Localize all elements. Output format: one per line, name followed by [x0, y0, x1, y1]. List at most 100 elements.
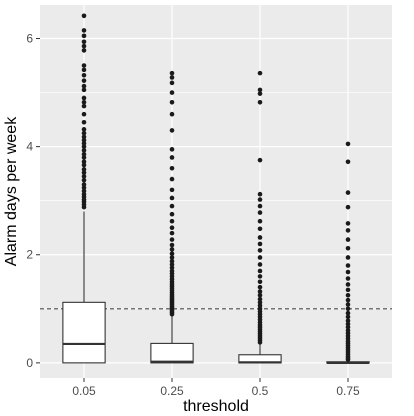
outlier-point [257, 241, 263, 247]
outlier-point [81, 170, 87, 175]
outlier-point [257, 289, 263, 294]
outlier-point [169, 75, 175, 80]
outlier-point [81, 72, 87, 78]
outlier-point [169, 90, 175, 95]
outlier-point [345, 276, 351, 281]
outlier-point [169, 218, 175, 224]
y-axis-title: Alarm days per week [3, 116, 20, 266]
outlier-point [81, 87, 87, 93]
outlier-point [257, 255, 263, 260]
outlier-point [345, 245, 351, 251]
outlier-point [81, 174, 87, 179]
boxplots [62, 13, 370, 364]
outlier-point [345, 310, 351, 316]
outlier-point [345, 204, 351, 210]
outlier-point [257, 91, 263, 96]
outlier-point [81, 185, 87, 191]
outlier-point [169, 247, 175, 252]
outlier-point [169, 265, 175, 271]
outlier-point [81, 144, 87, 149]
x-axis: 0.05 0.25 0.5 0.75 [72, 378, 360, 398]
y-axis: 0 2 4 6 [26, 32, 40, 370]
outlier-point [345, 228, 351, 233]
outlier-point [257, 203, 263, 209]
outlier-point [81, 130, 87, 136]
outlier-point [81, 182, 87, 187]
outlier-point [81, 67, 87, 73]
outlier-point [257, 197, 263, 202]
y-tick-label: 6 [26, 32, 33, 46]
outlier-point [345, 282, 351, 287]
boxplot-0.25 [150, 70, 194, 364]
outlier-point [257, 306, 263, 312]
outlier-point [81, 191, 87, 197]
outlier-point [169, 258, 175, 264]
outlier-point [345, 221, 351, 226]
outlier-point [345, 318, 351, 323]
outlier-point [257, 100, 263, 105]
outlier-point [81, 137, 87, 143]
outlier-point [257, 296, 263, 302]
outlier-point [345, 292, 351, 298]
outlier-point [81, 127, 87, 132]
outlier-point [257, 157, 263, 163]
outlier-point [345, 141, 351, 147]
outlier-point [81, 63, 87, 68]
boxplot-0.75 [326, 141, 370, 364]
outlier-point [169, 80, 175, 86]
outlier-point [81, 141, 87, 146]
outlier-point [257, 70, 263, 76]
outlier-point [169, 242, 175, 248]
outlier-point [81, 48, 87, 53]
outlier-point [345, 159, 351, 165]
outlier-point [169, 225, 175, 231]
outlier-point [81, 151, 87, 157]
outlier-point [81, 120, 87, 125]
outlier-point [169, 195, 175, 201]
outlier-point [169, 211, 175, 217]
outlier-point [345, 269, 351, 275]
outlier-point [81, 148, 87, 153]
outlier-point [257, 292, 263, 298]
outlier-point [257, 274, 263, 279]
outlier-point [169, 203, 175, 209]
x-tick-label: 0.75 [336, 384, 360, 398]
outlier-point [81, 134, 87, 140]
outlier-point [169, 176, 175, 182]
outlier-point [81, 83, 87, 89]
outlier-point [169, 237, 175, 242]
outlier-point [345, 321, 351, 327]
outlier-point [81, 103, 87, 109]
outlier-point [257, 248, 263, 253]
y-tick-label: 0 [26, 356, 33, 370]
outlier-point [169, 147, 175, 152]
outlier-point [257, 235, 263, 240]
x-tick-label: 0.05 [72, 384, 96, 398]
outlier-point [345, 287, 351, 293]
outlier-point [345, 237, 351, 242]
outlier-point [257, 218, 263, 224]
boxplot-0.5 [238, 70, 282, 364]
outlier-point [81, 188, 87, 194]
outlier-point [345, 302, 351, 307]
outlier-point [257, 87, 263, 93]
outlier-point [169, 187, 175, 193]
outlier-point [257, 210, 263, 215]
outlier-point [81, 167, 87, 172]
outlier-point [169, 165, 175, 171]
outlier-point [257, 191, 263, 197]
outlier-point [81, 39, 87, 45]
outlier-point [169, 251, 175, 256]
outlier-point [257, 226, 263, 232]
outlier-point [257, 303, 263, 308]
outlier-point [345, 324, 351, 330]
outlier-point [345, 328, 351, 333]
outlier-point [345, 190, 351, 195]
outlier-point [345, 263, 351, 268]
outlier-point [169, 128, 175, 133]
outlier-point [169, 262, 175, 267]
outlier-point [81, 100, 87, 105]
outlier-point [345, 314, 351, 320]
outlier-point [345, 297, 351, 303]
